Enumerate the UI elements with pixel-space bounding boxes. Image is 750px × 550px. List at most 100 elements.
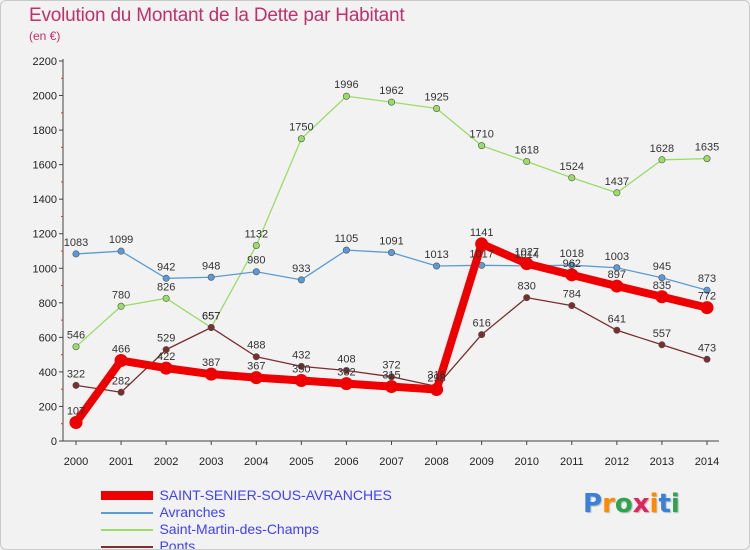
data-label-3: 432 (292, 349, 310, 361)
series-point-3 (252, 353, 260, 361)
data-label-2: 1962 (379, 85, 403, 97)
data-label-2: 1437 (605, 176, 629, 188)
brand-logo: Proxiti (583, 489, 680, 519)
series-point-2 (252, 241, 260, 249)
series-point-1 (658, 274, 666, 282)
data-label-0: 107 (67, 406, 85, 418)
series-point-2 (297, 135, 305, 143)
data-label-2: 546 (67, 330, 85, 342)
series-point-2 (342, 92, 350, 100)
brand-logo-letter: i (670, 489, 680, 519)
data-label-3: 616 (472, 318, 490, 330)
legend-item-avranches[interactable]: Avranches (101, 504, 392, 521)
series-point-1 (162, 274, 170, 282)
series-point-3 (162, 346, 170, 354)
series-point-1 (433, 262, 441, 270)
data-label-1: 1083 (64, 237, 88, 249)
legend-swatch-saint-martin (101, 528, 153, 531)
data-label-2: 1710 (469, 129, 493, 141)
data-label-1: 980 (247, 255, 265, 267)
series-point-3 (297, 362, 305, 370)
x-tick-label: 2002 (154, 456, 178, 468)
data-label-3: 473 (698, 342, 716, 354)
data-label-0: 835 (653, 280, 671, 292)
series-point-3 (658, 341, 666, 349)
data-label-2: 780 (112, 289, 130, 301)
data-label-1: 1014 (514, 249, 538, 261)
series-point-2 (72, 343, 80, 351)
legend-item-saint-senier[interactable]: SAINT-SENIER-SOUS-AVRANCHES (101, 487, 392, 504)
series-point-0 (385, 380, 398, 394)
x-tick-label: 2001 (109, 456, 133, 468)
series-point-3 (207, 324, 215, 332)
data-label-1: 1091 (379, 236, 403, 248)
y-tick-label: 2200 (33, 56, 57, 68)
series-point-1 (72, 250, 80, 258)
data-label-3: 408 (337, 354, 355, 366)
data-label-3: 641 (608, 313, 626, 325)
data-label-1: 942 (157, 261, 175, 273)
x-tick-label: 2010 (514, 456, 538, 468)
data-label-2: 1618 (514, 145, 538, 157)
y-tick-label: 200 (39, 401, 57, 413)
legend-swatch-ponts (101, 545, 153, 548)
x-tick-label: 2004 (244, 456, 268, 468)
data-label-0: 897 (608, 269, 626, 281)
data-label-1: 1018 (560, 248, 584, 260)
series-point-2 (117, 302, 125, 310)
series-point-1 (613, 264, 621, 272)
y-tick-label: 1200 (33, 229, 57, 241)
data-label-1: 1013 (424, 249, 448, 261)
data-label-0: 1141 (470, 227, 494, 239)
data-label-0: 367 (247, 361, 265, 373)
series-point-1 (117, 247, 125, 255)
brand-logo-letter: i (649, 489, 659, 519)
data-label-0: 387 (202, 357, 220, 369)
legend-item-saint-martin[interactable]: Saint-Martin-des-Champs (101, 521, 392, 538)
legend-item-ponts[interactable]: Ponts (101, 538, 392, 549)
data-label-0: 315 (382, 370, 400, 382)
chart-legend: SAINT-SENIER-SOUS-AVRANCHES Avranches Sa… (101, 487, 392, 549)
series-point-3 (613, 326, 621, 334)
series-point-2 (433, 105, 441, 113)
series-point-1 (703, 286, 711, 294)
x-tick-label: 2009 (469, 456, 493, 468)
x-tick-label: 2006 (334, 456, 358, 468)
data-label-1: 1017 (469, 248, 493, 260)
data-label-0: 350 (292, 364, 310, 376)
series-point-0 (294, 374, 308, 388)
y-tick-label: 1800 (33, 125, 57, 137)
series-point-0 (655, 290, 669, 304)
y-tick-label: 600 (39, 332, 57, 344)
data-label-3: 322 (67, 368, 85, 380)
data-label-1: 1099 (109, 234, 133, 246)
brand-logo-letter: o (614, 489, 633, 519)
series-point-1 (387, 249, 395, 257)
series-point-3 (523, 294, 531, 302)
data-label-0: 772 (698, 291, 716, 303)
y-tick-label: 1400 (33, 194, 57, 206)
y-tick-label: 2000 (33, 91, 57, 103)
x-tick-label: 2012 (605, 456, 629, 468)
data-label-2: 657 (202, 311, 220, 323)
data-label-3: 372 (382, 360, 400, 372)
series-point-1 (297, 276, 305, 284)
data-label-1: 933 (292, 263, 310, 275)
data-label-3: 557 (653, 328, 671, 340)
data-label-2: 826 (157, 281, 175, 293)
series-point-2 (703, 155, 711, 163)
y-tick-label: 0 (51, 436, 57, 448)
data-label-0: 466 (112, 344, 130, 356)
series-point-0 (114, 354, 128, 368)
series-point-3 (703, 355, 711, 363)
data-label-2: 1925 (424, 92, 448, 104)
data-label-1: 873 (698, 273, 716, 285)
brand-logo-letter: r (602, 489, 615, 519)
y-tick-label: 400 (39, 367, 57, 379)
data-label-0: 422 (157, 351, 175, 363)
data-label-2: 1996 (334, 79, 358, 91)
y-tick-label: 800 (39, 298, 57, 310)
data-label-0: 1027 (514, 247, 538, 259)
legend-label: SAINT-SENIER-SOUS-AVRANCHES (159, 487, 392, 504)
